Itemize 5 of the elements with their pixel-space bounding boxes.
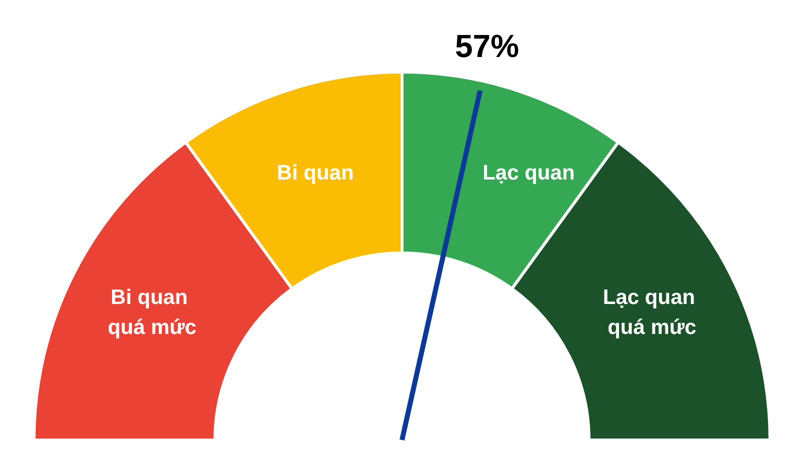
slice-label: Bi quan [276,162,354,185]
slice-label: Lạc quan quá mức [602,286,701,340]
slice-label: Bi quan quá mức [108,286,197,340]
slice-label: Lạc quan [482,162,575,185]
text: 57% [455,28,520,64]
